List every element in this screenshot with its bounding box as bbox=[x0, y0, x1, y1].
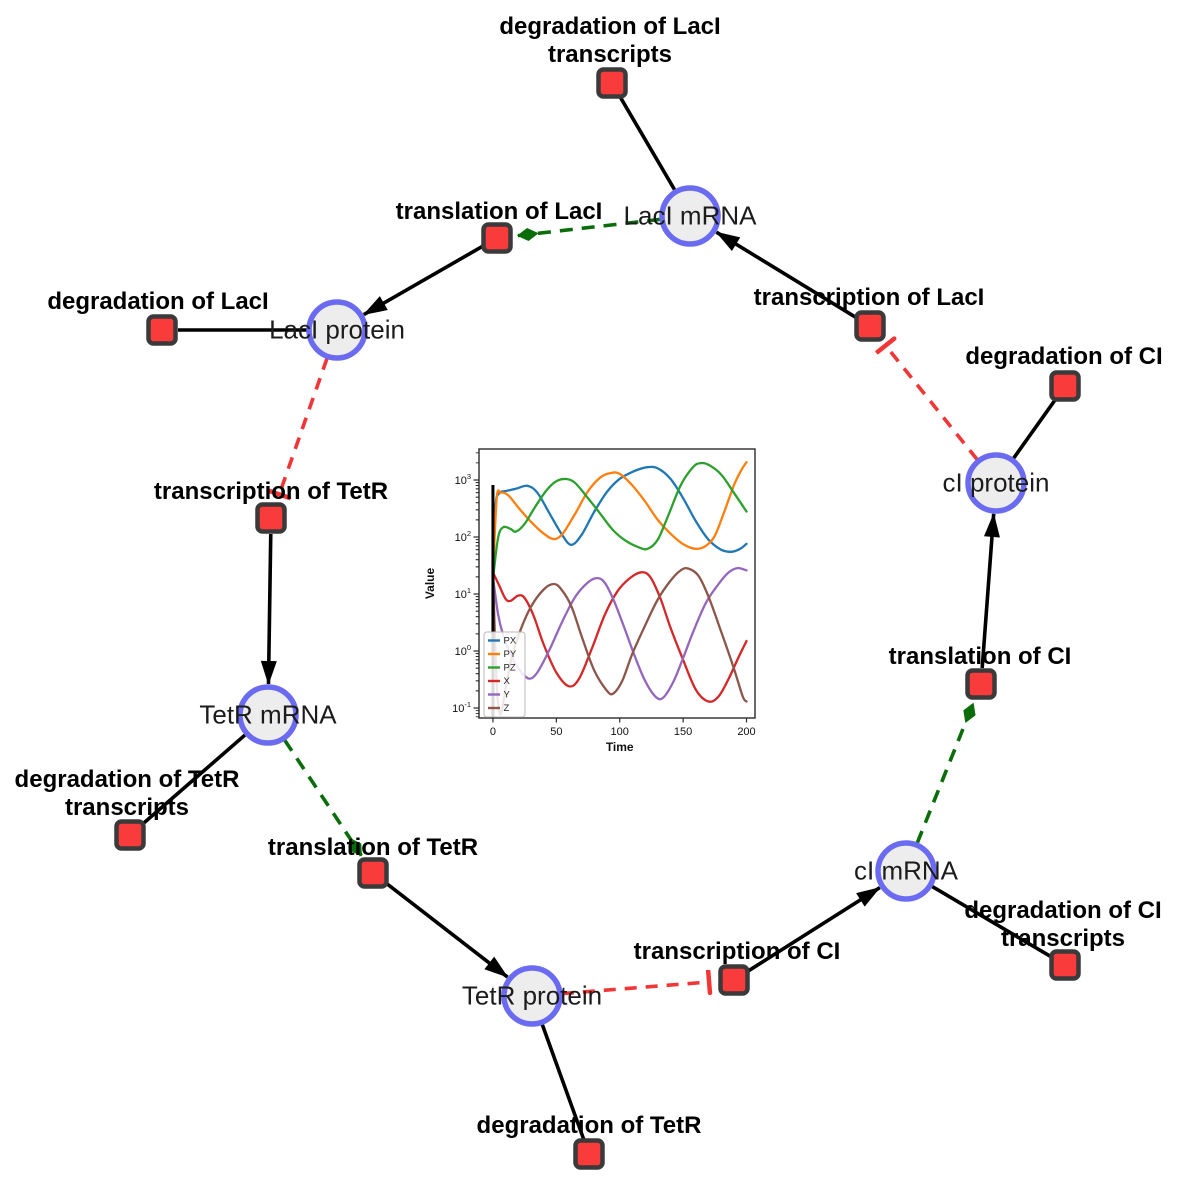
x-tick-label: 100 bbox=[611, 726, 629, 738]
edge-consumption-cI-mrna-to-deg-cI-transcripts bbox=[930, 884, 1053, 959]
edge-production-transcription-tetR-to-tetR-mrna bbox=[260, 533, 277, 686]
species-label-tetR-protein: TetR protein bbox=[461, 980, 603, 1011]
species-node-cI-mrna[interactable] bbox=[875, 840, 937, 902]
species-node-tetR-mrna[interactable] bbox=[237, 684, 299, 746]
reaction-label-line: degradation of LacI bbox=[499, 13, 721, 40]
chart-x-axis-label: Time bbox=[606, 740, 634, 754]
y-tick-label: 102 bbox=[455, 529, 471, 544]
edge-modifier-lacI-mrna-to-translation-lacI bbox=[516, 217, 661, 242]
edge-modifier-tetR-mrna-to-translation-tetR bbox=[283, 738, 363, 857]
simulation-plot: 10-1 100 101 102 103 0 50 100 150 200 Time Value PX P… bbox=[423, 430, 777, 765]
reaction-node-translation-lacI[interactable] bbox=[481, 222, 513, 254]
reaction-label-deg-tetR: degradation of TetR bbox=[477, 1112, 702, 1140]
edge-production-translation-tetR-to-tetR-protein bbox=[384, 881, 509, 979]
edge-consumption-tetR-mrna-to-deg-tetR-transcripts bbox=[140, 733, 247, 826]
x-tick-label: 200 bbox=[737, 726, 755, 738]
edge-production-translation-lacI-to-lacI-protein bbox=[362, 244, 485, 317]
species-node-lacI-mrna[interactable] bbox=[659, 185, 721, 247]
reaction-label-line: degradation of TetR bbox=[14, 766, 240, 793]
reaction-node-deg-lacI[interactable] bbox=[146, 314, 178, 346]
species-node-cI-protein[interactable] bbox=[965, 452, 1027, 514]
species-label-lacI-protein: LacI protein bbox=[269, 314, 405, 345]
reaction-label-line: translation of CI bbox=[888, 643, 1072, 670]
edge-production-translation-cI-to-cI-protein bbox=[980, 512, 1000, 669]
species-label-lacI-mrna: LacI mRNA bbox=[623, 200, 757, 231]
chart-series-PY bbox=[491, 461, 748, 576]
reaction-label-transcription-cI: transcription of CI bbox=[634, 938, 841, 966]
species-label-cI-mrna: cI mRNA bbox=[854, 855, 958, 886]
x-tick-label: 150 bbox=[674, 726, 692, 738]
reaction-label-line: transcripts bbox=[547, 41, 673, 68]
reaction-node-deg-tetR[interactable] bbox=[573, 1138, 605, 1170]
reaction-label-line: translation of TetR bbox=[267, 834, 479, 861]
reaction-label-transcription-lacI: transcription of LacI bbox=[754, 284, 985, 312]
edge-production-transcription-lacI-to-lacI-mrna bbox=[715, 230, 858, 320]
reaction-label-deg-cI: degradation of CI bbox=[965, 343, 1162, 371]
species-label-tetR-mrna: TetR mRNA bbox=[199, 699, 337, 730]
reaction-label-line: transcripts bbox=[1000, 925, 1126, 952]
reaction-label-translation-lacI: translation of LacI bbox=[396, 198, 603, 226]
y-tick-label: 103 bbox=[455, 472, 471, 487]
y-tick-label: 100 bbox=[455, 643, 471, 658]
chart-series-X bbox=[491, 571, 748, 703]
x-tick-label: 0 bbox=[490, 726, 496, 738]
reaction-label-line: translation of LacI bbox=[395, 198, 603, 225]
reaction-node-transcription-cI[interactable] bbox=[718, 964, 750, 996]
chart-series-PX bbox=[491, 465, 748, 573]
reaction-label-deg-lacI: degradation of LacI bbox=[47, 288, 268, 316]
reaction-label-line: transcription of LacI bbox=[753, 284, 985, 311]
edge-inhibition-tetR-protein-to-transcription-cI bbox=[561, 982, 709, 996]
reaction-label-line: degradation of TetR bbox=[476, 1112, 702, 1139]
reaction-node-deg-lacI-transcripts[interactable] bbox=[596, 67, 628, 99]
reaction-label-deg-tetR-transcripts: degradation of TetR transcripts bbox=[15, 766, 240, 822]
species-node-lacI-protein[interactable] bbox=[306, 299, 368, 361]
reaction-node-translation-tetR[interactable] bbox=[357, 857, 389, 889]
x-tick-label: 50 bbox=[550, 726, 562, 738]
reaction-label-line: transcription of CI bbox=[633, 938, 841, 965]
reaction-label-line: degradation of LacI bbox=[47, 288, 269, 315]
edge-consumption-cI-protein-to-deg-cI bbox=[1011, 397, 1058, 460]
reaction-node-translation-cI[interactable] bbox=[965, 668, 997, 700]
legend-label-PZ: PZ bbox=[504, 663, 516, 674]
y-tick-label: 10-1 bbox=[452, 700, 471, 715]
reaction-label-deg-lacI-transcripts: degradation of LacI transcripts bbox=[499, 13, 720, 69]
chart-y-axis-label: Value bbox=[425, 568, 437, 600]
edge-inhibition-lacI-protein-to-transcription-tetR bbox=[279, 357, 329, 494]
edge-consumption-tetR-protein-to-deg-tetR bbox=[540, 1023, 586, 1140]
reaction-node-transcription-tetR[interactable] bbox=[255, 502, 287, 534]
reaction-label-translation-tetR: translation of TetR bbox=[268, 834, 478, 862]
edge-inhibition-cI-protein-to-transcription-lacI bbox=[886, 345, 979, 461]
reaction-label-line: transcription of TetR bbox=[153, 478, 389, 505]
legend-label-Y: Y bbox=[504, 690, 511, 701]
reaction-label-transcription-tetR: transcription of TetR bbox=[154, 478, 388, 506]
reaction-node-deg-cI-transcripts[interactable] bbox=[1049, 949, 1081, 981]
reaction-label-line: transcripts bbox=[64, 794, 190, 821]
legend-label-PX: PX bbox=[504, 636, 517, 647]
reaction-node-transcription-lacI[interactable] bbox=[854, 310, 886, 342]
legend-label-Z: Z bbox=[504, 703, 510, 714]
edge-consumption-lacI-mrna-to-deg-lacI-transcripts bbox=[618, 95, 677, 192]
reaction-label-line: degradation of CI bbox=[964, 897, 1162, 924]
legend-label-X: X bbox=[504, 676, 511, 687]
species-node-tetR-protein[interactable] bbox=[501, 965, 563, 1027]
legend-label-PY: PY bbox=[504, 649, 517, 660]
edge-modifier-cI-mrna-to-translation-cI bbox=[915, 702, 976, 844]
reaction-node-deg-cI[interactable] bbox=[1049, 370, 1081, 402]
edge-production-transcription-cI-to-cI-mrna bbox=[746, 886, 881, 973]
reaction-label-deg-cI-transcripts: degradation of CI transcripts bbox=[964, 897, 1161, 953]
reaction-label-translation-cI: translation of CI bbox=[889, 643, 1072, 671]
reaction-label-line: degradation of CI bbox=[965, 343, 1163, 370]
chart-legend: PX PY PZ XYZ bbox=[483, 631, 526, 718]
species-label-cI-protein: cI protein bbox=[942, 467, 1050, 498]
chart-series-PZ bbox=[491, 461, 748, 581]
reaction-node-deg-tetR-transcripts[interactable] bbox=[114, 819, 146, 851]
y-tick-label: 101 bbox=[455, 586, 471, 601]
